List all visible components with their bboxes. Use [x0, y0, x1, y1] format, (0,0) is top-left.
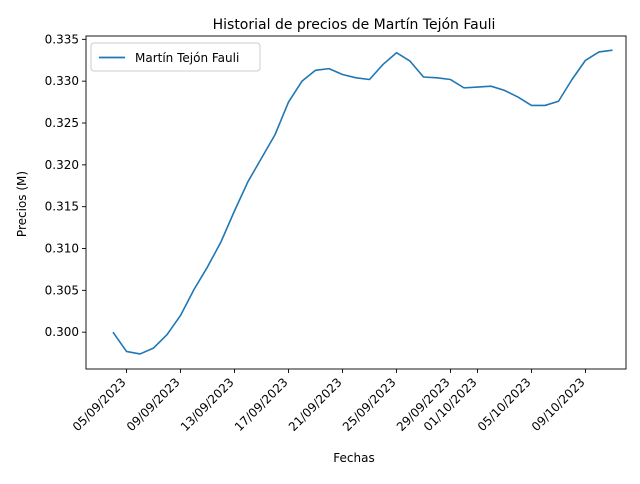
y-tick-label: 0.310: [45, 242, 79, 256]
legend-entry-label: Martín Tejón Fauli: [135, 51, 239, 65]
y-tick-label: 0.300: [45, 325, 79, 339]
x-axis-label: Fechas: [333, 451, 374, 465]
axes-frame: [85, 35, 627, 370]
legend: Martín Tejón Fauli: [90, 42, 261, 72]
y-tick-label: 0.335: [45, 32, 79, 46]
y-tick-label: 0.330: [45, 74, 79, 88]
legend-box: [90, 42, 261, 72]
y-axis-label: Precios (M): [15, 171, 29, 237]
series-line-0: [112, 49, 613, 355]
y-tick-label: 0.325: [45, 116, 79, 130]
y-tick-label: 0.320: [45, 158, 79, 172]
chart-title: Historial de precios de Martín Tejón Fau…: [213, 17, 496, 33]
y-axis-ticks: 0.300 0.305 0.310 0.315 0.320 0.325 0.330 0.335: [45, 32, 86, 339]
series-group: [112, 49, 613, 355]
y-tick-label: 0.305: [45, 283, 79, 297]
y-tick-label: 0.315: [45, 200, 79, 214]
